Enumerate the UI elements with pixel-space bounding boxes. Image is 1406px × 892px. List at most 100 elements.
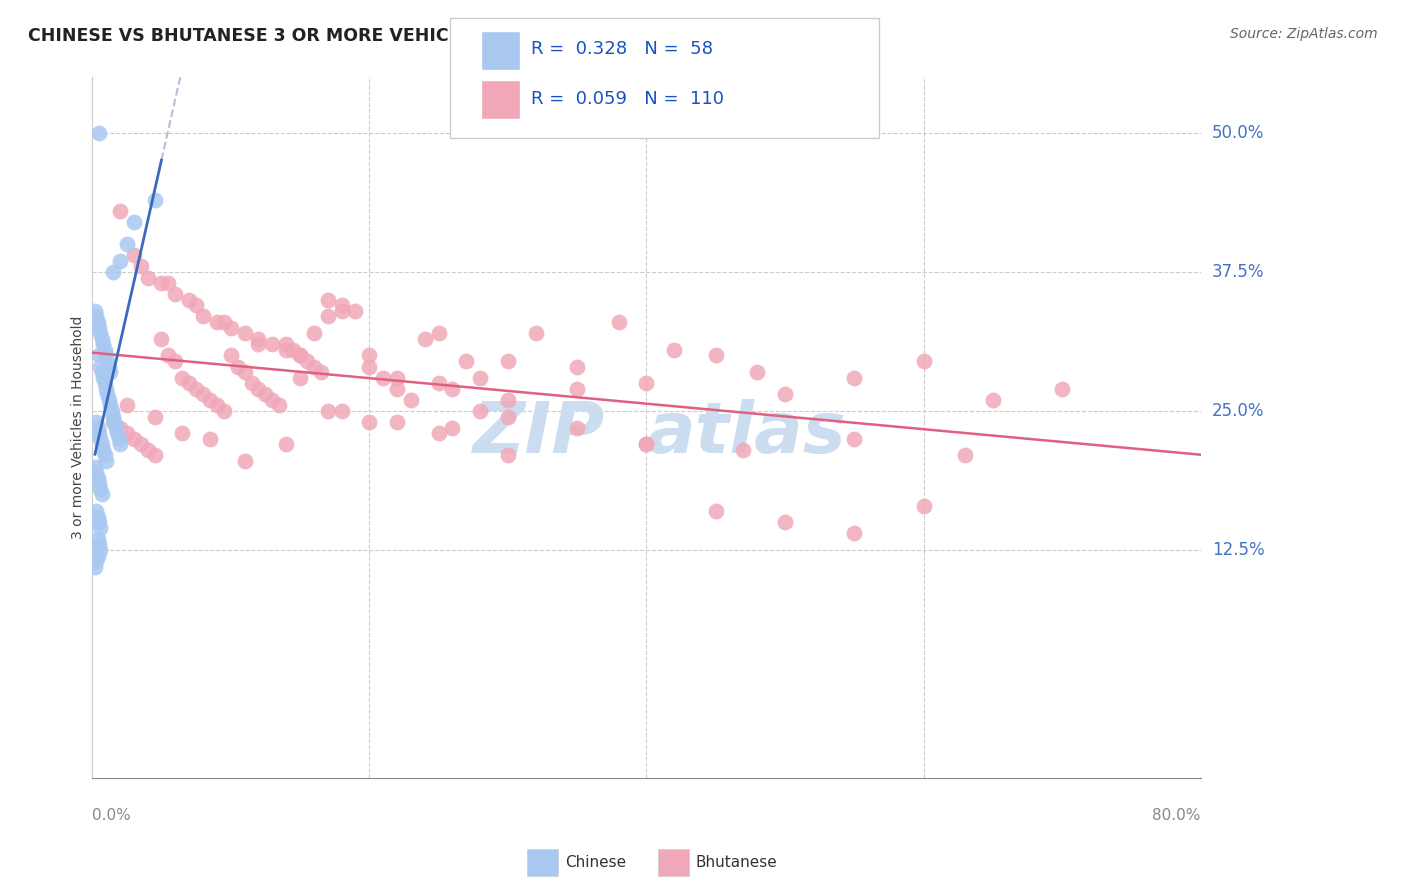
Point — [101, 265, 124, 279]
Point — [87, 426, 110, 441]
Point — [98, 365, 121, 379]
Text: 37.5%: 37.5% — [1212, 263, 1264, 281]
Point — [87, 315, 110, 329]
Point — [281, 343, 304, 357]
Point — [107, 432, 129, 446]
Text: 25.0%: 25.0% — [1212, 402, 1264, 420]
Point — [385, 370, 408, 384]
Point — [773, 387, 796, 401]
Point — [704, 348, 727, 362]
Point — [87, 420, 110, 434]
Point — [567, 420, 589, 434]
Point — [441, 382, 464, 396]
Point — [470, 370, 492, 384]
Point — [87, 126, 110, 140]
Point — [276, 437, 298, 451]
Point — [636, 437, 658, 451]
Point — [87, 515, 110, 529]
Y-axis label: 3 or more Vehicles in Household: 3 or more Vehicles in Household — [72, 316, 86, 540]
Point — [607, 315, 630, 329]
Point — [288, 348, 311, 362]
Text: ZIP: ZIP — [472, 399, 605, 467]
Point — [399, 392, 422, 407]
Point — [288, 348, 311, 362]
Point — [86, 554, 108, 568]
Text: Chinese: Chinese — [565, 855, 626, 870]
Point — [330, 298, 353, 312]
Point — [733, 442, 755, 457]
Point — [427, 426, 450, 441]
Point — [912, 354, 935, 368]
Point — [212, 315, 235, 329]
Point — [105, 426, 128, 441]
Point — [143, 409, 166, 424]
Point — [143, 449, 166, 463]
Point — [233, 326, 256, 341]
Point — [636, 437, 658, 451]
Point — [198, 392, 221, 407]
Point — [302, 359, 325, 374]
Point — [91, 337, 114, 351]
Point — [87, 549, 110, 563]
Point — [136, 442, 159, 457]
Point — [172, 370, 194, 384]
Point — [143, 193, 166, 207]
Point — [385, 382, 408, 396]
Point — [747, 365, 769, 379]
Point — [157, 276, 180, 290]
Point — [97, 359, 120, 374]
Point — [219, 320, 242, 334]
Point — [844, 370, 866, 384]
Point — [496, 409, 519, 424]
Point — [316, 293, 339, 307]
Point — [1050, 382, 1073, 396]
Point — [96, 354, 118, 368]
Point — [233, 365, 256, 379]
Point — [191, 387, 214, 401]
Point — [470, 404, 492, 418]
Point — [84, 459, 107, 474]
Point — [567, 382, 589, 396]
Point — [91, 370, 114, 384]
Point — [226, 359, 249, 374]
Point — [89, 359, 111, 374]
Point — [179, 293, 201, 307]
Point — [165, 287, 187, 301]
Point — [276, 343, 298, 357]
Point — [240, 376, 263, 391]
Point — [94, 454, 117, 468]
Point — [89, 326, 111, 341]
Point — [844, 526, 866, 541]
Point — [94, 348, 117, 362]
Point — [97, 392, 120, 407]
Point — [89, 521, 111, 535]
Point — [93, 343, 115, 357]
Point — [302, 326, 325, 341]
Point — [219, 348, 242, 362]
Point — [150, 276, 173, 290]
Point — [129, 260, 152, 274]
Point — [87, 348, 110, 362]
Point — [115, 426, 138, 441]
Point — [427, 326, 450, 341]
Point — [198, 432, 221, 446]
Point — [359, 348, 381, 362]
Point — [86, 415, 108, 429]
Point — [953, 449, 976, 463]
Point — [359, 359, 381, 374]
Text: 0.0%: 0.0% — [93, 808, 131, 823]
Text: R =  0.328   N =  58: R = 0.328 N = 58 — [531, 40, 713, 58]
Text: 80.0%: 80.0% — [1153, 808, 1201, 823]
Point — [86, 310, 108, 324]
Point — [441, 420, 464, 434]
Point — [288, 370, 311, 384]
Point — [100, 404, 122, 418]
Point — [87, 476, 110, 491]
Point — [101, 415, 124, 429]
Point — [90, 365, 112, 379]
Point — [276, 337, 298, 351]
Point — [101, 409, 124, 424]
Point — [93, 376, 115, 391]
Point — [524, 326, 547, 341]
Point — [103, 415, 125, 429]
